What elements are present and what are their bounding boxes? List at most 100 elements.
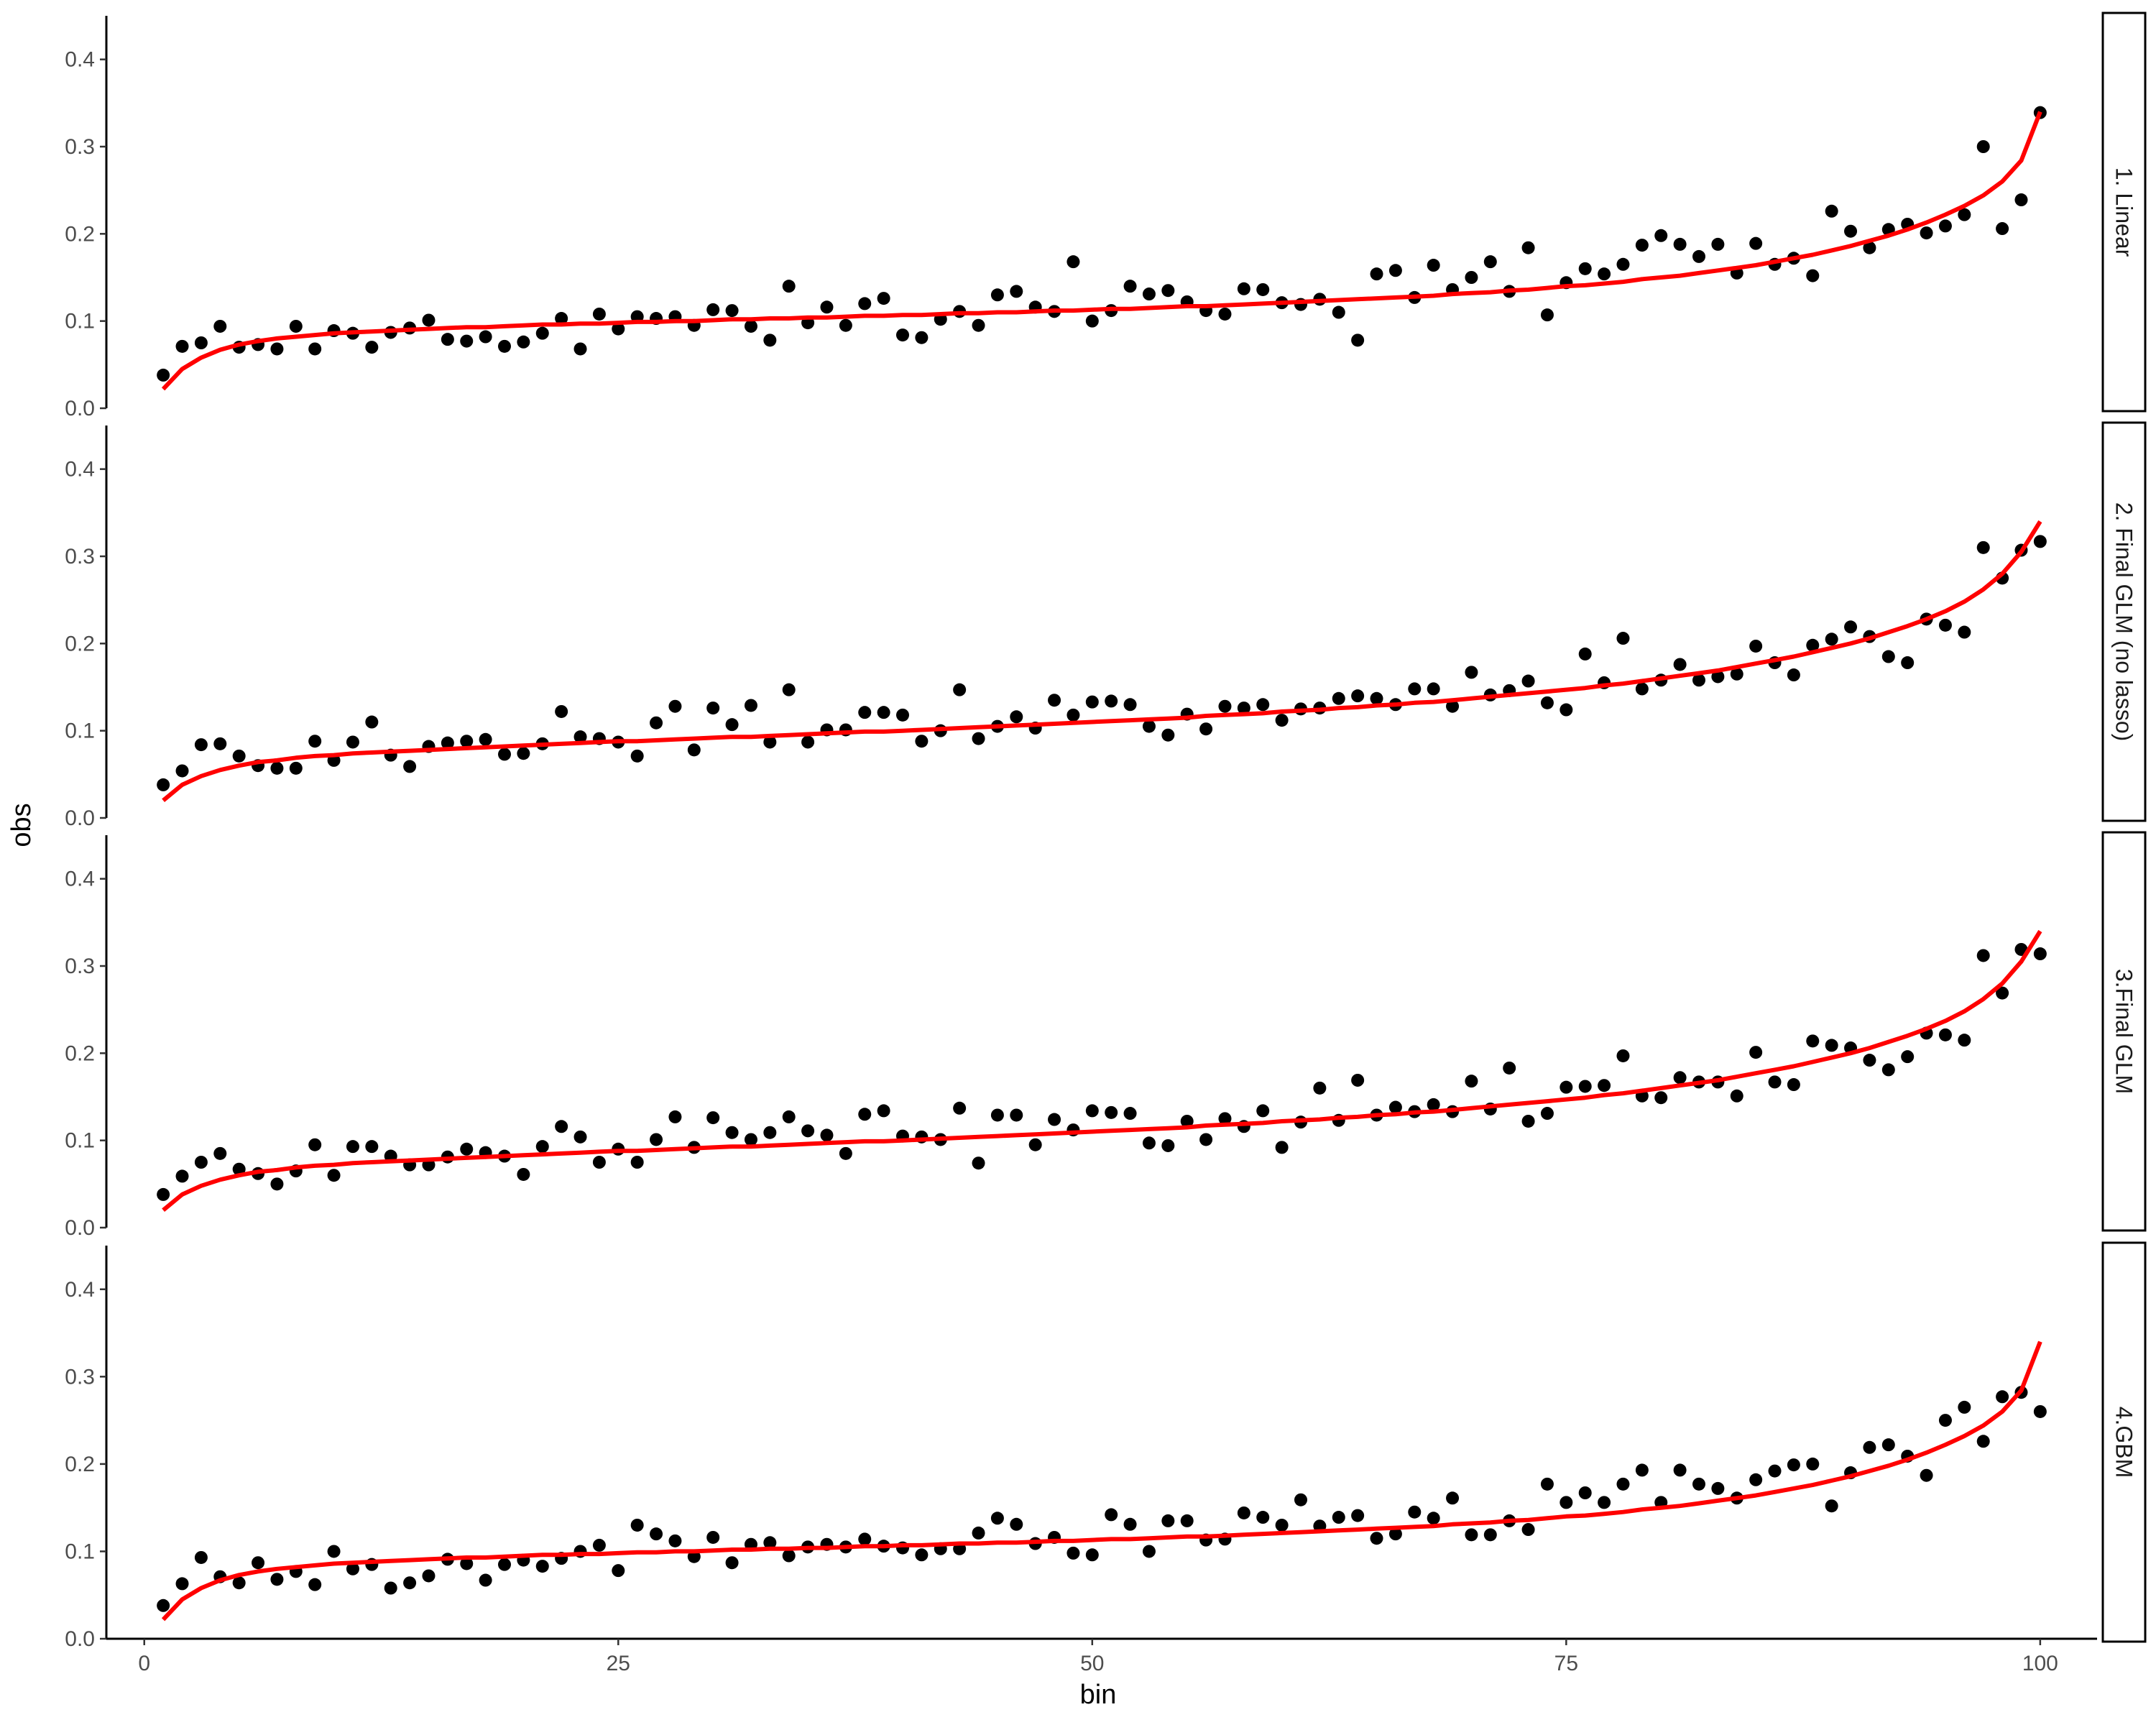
data-point [517, 1167, 530, 1181]
data-point [1446, 699, 1460, 713]
data-point [1332, 1511, 1345, 1524]
data-point [1085, 1548, 1099, 1562]
data-point [289, 319, 303, 333]
data-point [896, 328, 909, 342]
data-point [498, 1558, 511, 1571]
data-point [403, 760, 417, 773]
data-point [1806, 1457, 1820, 1471]
y-tick-label: 0.1 [65, 310, 95, 334]
data-point [232, 749, 246, 763]
fitted-line [162, 520, 2042, 803]
data-point [972, 318, 985, 332]
y-tick-label: 0.0 [65, 397, 95, 420]
data-point [801, 1124, 815, 1138]
data-point [1161, 1514, 1175, 1527]
data-point [2033, 947, 2047, 961]
y-tick-label: 0.4 [65, 868, 95, 891]
data-point [1540, 308, 1554, 322]
data-point [1844, 620, 1858, 634]
data-point [1881, 1063, 1895, 1077]
data-point [1938, 1414, 1952, 1427]
data-point [1598, 1496, 1611, 1509]
panel-3: 0.0 0.1 0.2 0.3 0.4 3.Final GLM [65, 831, 2147, 1240]
data-point [801, 735, 815, 749]
data-point [460, 1557, 474, 1570]
data-point [858, 706, 872, 719]
data-point [1465, 1075, 1478, 1088]
data-point [1427, 1512, 1440, 1525]
data-point [365, 715, 379, 729]
panel-4: 0.0 0.1 0.2 0.3 0.4 4.GBM [65, 1241, 2147, 1651]
data-point [573, 730, 587, 744]
data-point [1578, 647, 1592, 661]
data-point [1616, 1477, 1630, 1491]
data-point [1105, 1508, 1118, 1522]
data-point [953, 683, 967, 696]
data-point [1465, 666, 1478, 679]
data-point [1863, 1440, 1876, 1454]
data-point [1275, 714, 1289, 727]
data-point [308, 1578, 322, 1591]
data-point [1028, 1138, 1042, 1151]
data-point [573, 342, 587, 356]
data-point [706, 702, 720, 715]
data-point [232, 1576, 246, 1590]
data-point [535, 1560, 549, 1573]
data-point [687, 743, 701, 757]
data-point [1654, 229, 1668, 242]
data-point [346, 735, 359, 749]
facet-strip-label: 1. Linear [2111, 167, 2137, 257]
data-point [1351, 334, 1365, 347]
panel-2: 0.0 0.1 0.2 0.3 0.4 2. Final GLM (no lasso) [65, 421, 2147, 830]
data-point [725, 718, 739, 732]
data-point [1540, 1477, 1554, 1491]
data-point [1958, 1400, 1971, 1414]
data-point [573, 1130, 587, 1144]
x-tick-label: 75 [1554, 1652, 1578, 1675]
data-point [877, 292, 890, 305]
data-point [972, 1526, 985, 1540]
data-point [1048, 694, 1061, 707]
data-point [1958, 625, 1971, 639]
x-tick-label: 25 [607, 1652, 630, 1675]
data-point [1654, 1091, 1668, 1105]
observed-points [157, 942, 2047, 1201]
data-point [535, 1140, 549, 1154]
data-point [744, 1133, 757, 1146]
data-point [365, 1140, 379, 1154]
data-point [479, 732, 492, 746]
data-point [1067, 1546, 1080, 1560]
y-tick-label: 0.0 [65, 806, 95, 830]
data-point [1332, 691, 1345, 705]
y-tick-label: 0.4 [65, 48, 95, 72]
data-point [422, 313, 436, 327]
y-tick-label: 0.1 [65, 719, 95, 743]
data-point [1351, 689, 1365, 703]
facet-strip-label: 2. Final GLM (no lasso) [2111, 502, 2137, 742]
data-point [1692, 673, 1705, 687]
data-point [1825, 1499, 1838, 1513]
data-point [441, 736, 454, 750]
data-point [498, 748, 511, 761]
data-point [555, 312, 568, 326]
data-point [346, 1140, 359, 1154]
data-point [1483, 255, 1497, 269]
data-point [1085, 1104, 1099, 1118]
data-point [1237, 282, 1250, 295]
data-point [175, 764, 189, 778]
observed-points [157, 1386, 2047, 1612]
data-point [1806, 638, 1820, 652]
data-point [479, 330, 492, 344]
data-point [422, 1569, 436, 1583]
data-point [839, 318, 852, 332]
data-point [1388, 264, 1402, 277]
data-point [1881, 1438, 1895, 1452]
data-point [157, 1598, 170, 1612]
data-point [915, 1548, 929, 1562]
data-point [1938, 219, 1952, 233]
data-point [706, 303, 720, 316]
data-point [1275, 1141, 1289, 1154]
data-point [403, 1576, 417, 1590]
facet-strip [2101, 421, 2147, 822]
